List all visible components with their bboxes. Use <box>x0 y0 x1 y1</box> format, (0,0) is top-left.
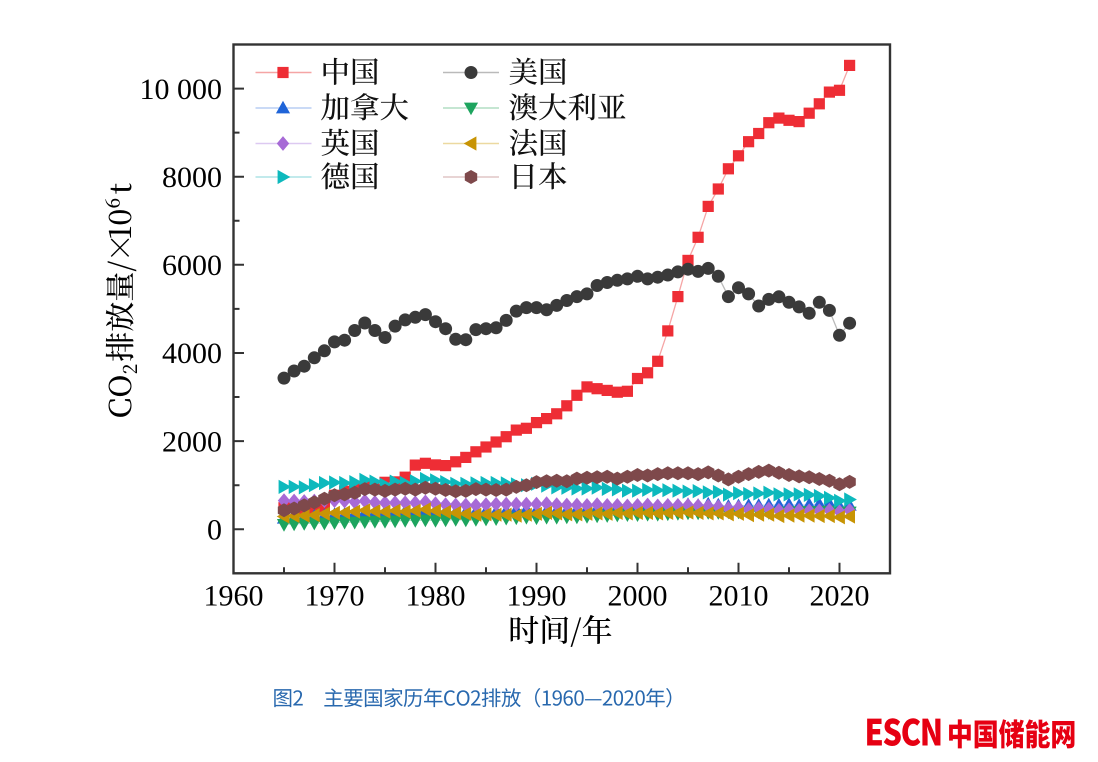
svg-text:1980: 1980 <box>406 580 466 613</box>
svg-text:2020: 2020 <box>810 580 870 613</box>
svg-text:1970: 1970 <box>305 580 365 613</box>
svg-text:2000: 2000 <box>162 425 222 458</box>
svg-text:2000: 2000 <box>608 580 668 613</box>
svg-text:1990: 1990 <box>507 580 567 613</box>
svg-text:10 000: 10 000 <box>140 73 223 106</box>
svg-text:0: 0 <box>207 513 222 546</box>
svg-text:4000: 4000 <box>162 337 222 370</box>
svg-text:6000: 6000 <box>162 249 222 282</box>
svg-text:1960: 1960 <box>204 580 264 613</box>
svg-text:8000: 8000 <box>162 161 222 194</box>
svg-text:2010: 2010 <box>709 580 769 613</box>
